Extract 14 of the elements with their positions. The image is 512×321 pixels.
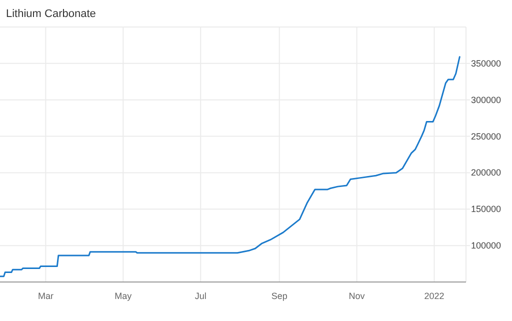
- x-tick-label: Mar: [38, 291, 54, 301]
- chart-title: Lithium Carbonate: [6, 8, 96, 20]
- y-tick-label: 150000: [471, 204, 502, 214]
- x-tick-label: May: [114, 291, 132, 301]
- line-series: [0, 56, 460, 278]
- x-tick-label: Nov: [348, 291, 366, 301]
- y-tick-label: 100000: [471, 240, 502, 251]
- x-tick-label: 2022: [424, 291, 444, 301]
- y-tick-label: 200000: [471, 168, 502, 178]
- x-tick-label: Sep: [271, 291, 288, 301]
- x-tick-label: Jul: [194, 291, 206, 301]
- y-tick-label: 300000: [471, 94, 502, 105]
- y-tick-label: 350000: [471, 58, 502, 68]
- y-tick-label: 250000: [471, 131, 502, 142]
